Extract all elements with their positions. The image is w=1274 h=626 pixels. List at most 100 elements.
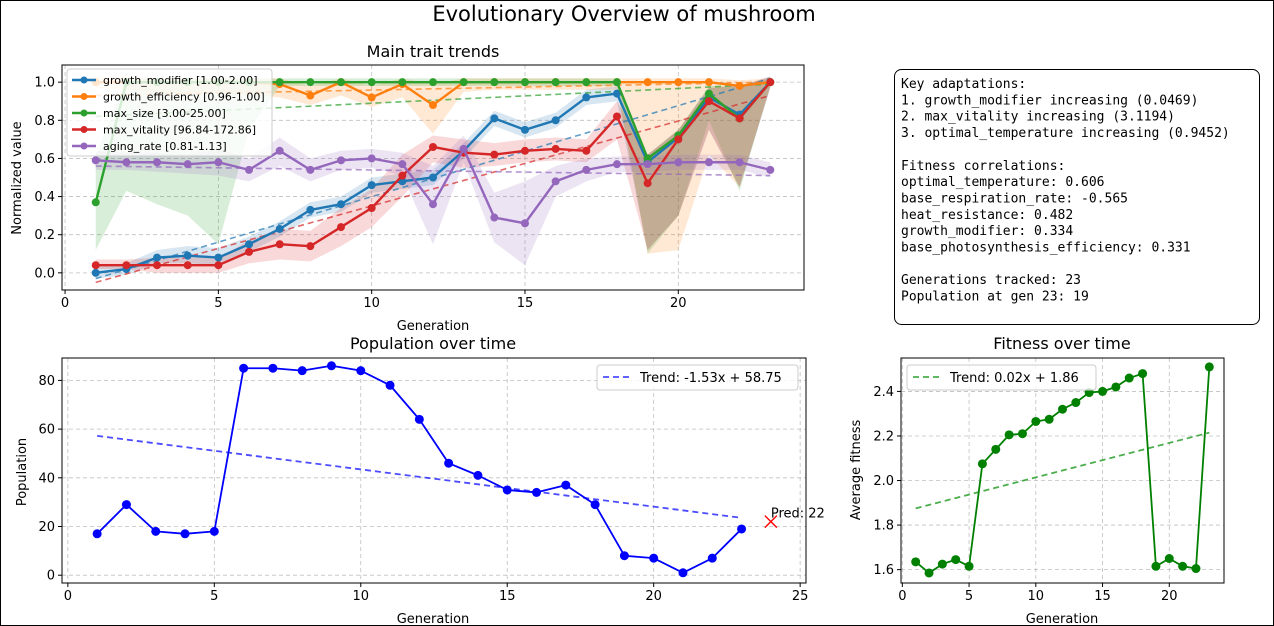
info-line-6: optimal_temperature: 0.606 (901, 175, 1105, 190)
info-line-9: growth_modifier: 0.334 (901, 224, 1073, 239)
trait-point-2 (91, 198, 100, 207)
fitness-chart: Fitness over time Generation Average fit… (849, 334, 1225, 626)
trait-point-1 (704, 78, 713, 87)
trait-point-4 (122, 158, 131, 167)
trait-legend-marker-1 (80, 93, 88, 100)
trait-point-1 (674, 78, 683, 87)
trait-point-2 (643, 154, 652, 163)
trait-point-3 (183, 261, 192, 270)
info-line-2: 2. max_vitality increasing (3.1194) (901, 110, 1175, 125)
population-trendline (97, 434, 742, 519)
trait-point-2 (459, 78, 468, 87)
fit-y-tick-label: 1.8 (873, 519, 894, 534)
trait-point-3 (674, 135, 683, 144)
population-legend-frame (596, 364, 799, 391)
trait-legend-label-1: growth_efficiency [0.96-1.00] (103, 91, 265, 104)
trait-point-0 (337, 200, 346, 209)
pop-x-tick-label: 0 (64, 589, 72, 604)
trait-point-3 (398, 171, 407, 180)
prediction-marker (764, 515, 778, 529)
trait-point-0 (612, 89, 621, 98)
fitness-point (1111, 382, 1121, 392)
trait-point-1 (643, 78, 652, 87)
trait-point-4 (490, 213, 499, 222)
figure-title: Evolutionary Overview of mushroom (432, 2, 815, 26)
population-point (180, 529, 190, 539)
fitness-point (1164, 553, 1174, 563)
trait-legend-label-0: growth_modifier [1.00-2.00] (103, 74, 258, 87)
population-point (385, 380, 395, 390)
trait-point-0 (490, 114, 499, 123)
info-line-3: 3. optimal_temperature increasing (0.945… (901, 126, 1230, 141)
population-point (444, 458, 454, 468)
fit-x-tick-label: 20 (1161, 589, 1178, 604)
trait-point-4 (337, 156, 346, 165)
fitness-point (937, 559, 947, 569)
trait-point-4 (704, 158, 713, 167)
trait-band-3 (95, 76, 771, 273)
trait-legend-marker-2 (80, 109, 88, 117)
fit-x-tick-label: 15 (1094, 589, 1111, 604)
fitness-point (1017, 429, 1027, 439)
trait-point-2 (490, 78, 499, 87)
traits-x-tick-label: 15 (517, 296, 534, 311)
trait-point-3 (245, 247, 254, 256)
info-line-13: Population at gen 23: 19 (901, 290, 1089, 305)
fitness-legend: Trend: 0.02x + 1.86 (906, 364, 1097, 391)
trait-legend-label-2: max_size [3.00-25.00] (103, 107, 226, 120)
traits-x-tick-label: 20 (670, 296, 687, 311)
population-x-axis-label: Generation (397, 612, 470, 626)
trait-point-3 (122, 261, 131, 270)
population-point (561, 480, 571, 490)
trait-point-4 (520, 219, 529, 228)
population-point (268, 363, 278, 373)
trait-point-4 (245, 165, 254, 174)
trait-point-0 (275, 224, 284, 233)
pop-y-tick-label: 60 (38, 423, 55, 438)
population-point (414, 414, 424, 424)
trait-point-4 (766, 165, 775, 174)
trait-point-0 (367, 181, 376, 190)
population-chart: Population over time Generation Populati… (15, 334, 825, 626)
pop-x-tick-label: 5 (210, 589, 218, 604)
population-point (297, 366, 307, 376)
fitness-point (1124, 373, 1134, 383)
trait-point-1 (367, 93, 376, 102)
traits-y-tick-label: 0.6 (34, 152, 55, 167)
trait-point-1 (429, 101, 437, 110)
pop-x-tick-label: 25 (792, 589, 809, 604)
trait-legend: growth_modifier [1.00-2.00] growth_effici… (66, 68, 273, 157)
fitness-point (964, 561, 974, 571)
pop-x-tick-label: 10 (352, 589, 369, 604)
trait-point-2 (551, 78, 560, 87)
trait-point-3 (551, 144, 560, 153)
traits-y-tick-label: 0.2 (34, 228, 55, 243)
population-point (209, 526, 219, 536)
fitness-point (1004, 430, 1014, 440)
trait-point-0 (214, 253, 223, 262)
trait-point-3 (612, 112, 621, 121)
traits-x-tick-label: 5 (214, 296, 222, 311)
trait-x-axis-label: Generation (397, 319, 470, 334)
fitness-trendline (915, 431, 1210, 510)
population-point (121, 500, 131, 510)
trait-point-4 (551, 177, 560, 186)
trait-point-1 (306, 91, 315, 100)
traits-y-tick-label: 0.8 (34, 114, 55, 129)
fitness-point (1058, 404, 1067, 414)
fitness-point (911, 557, 921, 567)
fit-y-tick-label: 2.0 (873, 474, 894, 489)
population-point (239, 363, 249, 373)
trait-point-0 (551, 116, 560, 125)
trait-point-4 (643, 160, 652, 169)
trait-point-4 (459, 144, 468, 153)
fitness-point (977, 459, 987, 469)
trait-chart-title: Main trait trends (367, 42, 500, 61)
key-adaptations-box: Key adaptations:1. growth_modifier incre… (894, 69, 1260, 325)
pop-y-tick-label: 80 (38, 374, 55, 389)
info-line-0: Key adaptations: (901, 77, 1026, 92)
trait-trendline-4 (95, 165, 771, 177)
fitness-plot-frame (900, 357, 1225, 584)
pop-y-tick-label: 20 (38, 520, 55, 535)
